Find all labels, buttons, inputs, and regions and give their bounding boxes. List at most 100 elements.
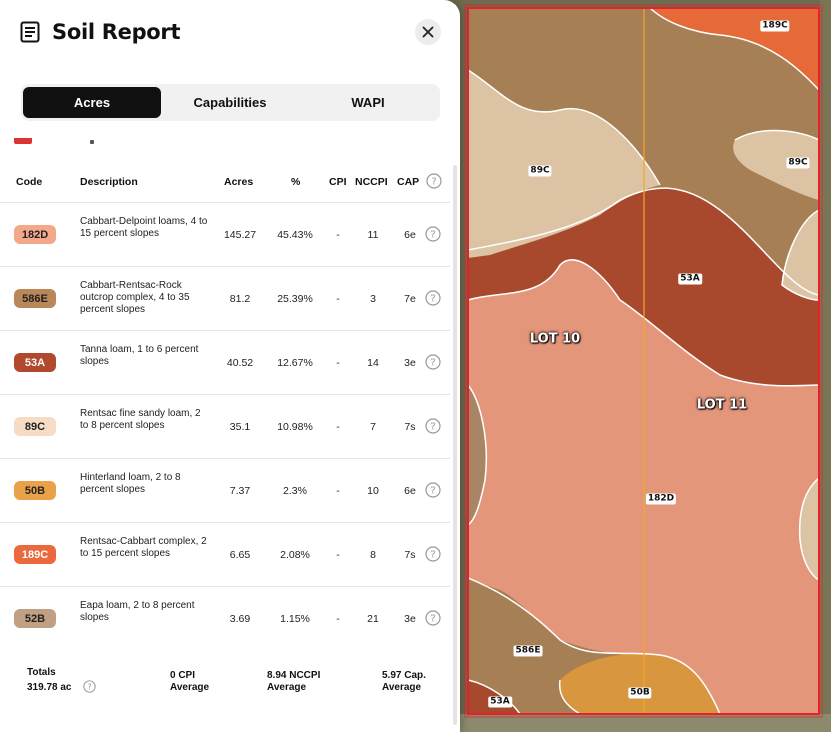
question-circle-icon[interactable]: ?: [425, 290, 441, 306]
soil-description: Cabbart-Delpoint loams, 4 to 15 percent …: [80, 216, 208, 239]
map-label-89c[interactable]: 89C: [528, 165, 552, 177]
map-label-189c[interactable]: 189C: [760, 20, 790, 32]
table-row[interactable]: 89C Rentsac fine sandy loam, 2 to 8 perce…: [0, 394, 450, 459]
percent-value: 25.39%: [277, 293, 313, 305]
close-icon: [422, 26, 434, 38]
acres-value: 40.52: [226, 357, 254, 369]
svg-text:?: ?: [430, 230, 435, 241]
totals-cpi-average: Average: [170, 682, 210, 693]
tab-acres[interactable]: Acres: [23, 87, 161, 118]
table-row[interactable]: 586E Cabbart-Rentsac-Rock outcrop complex…: [0, 266, 450, 331]
soil-89c-left: [468, 70, 660, 258]
nccpi-value: 11: [367, 229, 379, 241]
cap-value: 6e: [404, 229, 416, 241]
report-tabs: Acres Capabilities WAPI: [21, 84, 440, 121]
cpi-value: -: [336, 229, 340, 241]
soil-description: Rentsac-Cabbart complex, 2 to 15 percent…: [80, 536, 207, 559]
table-scrollbar[interactable]: [453, 165, 457, 725]
question-circle-icon[interactable]: ?: [425, 354, 441, 370]
question-circle-icon[interactable]: ?: [425, 418, 441, 434]
soil-description: Eapa loam, 2 to 8 percent slopes: [80, 600, 195, 623]
soil-89c-right: [733, 130, 819, 200]
panel-header: Soil Report: [20, 18, 181, 46]
percent-value: 10.98%: [277, 421, 313, 433]
cap-value: 3e: [404, 357, 416, 369]
col-header-cap: CAP: [397, 176, 420, 188]
question-circle-icon[interactable]: ?: [426, 173, 442, 189]
svg-text:?: ?: [87, 681, 91, 691]
map-label-53a[interactable]: 53A: [488, 696, 512, 708]
table-row[interactable]: 52B Eapa loam, 2 to 8 percent slopes 3.69 1…: [0, 586, 450, 651]
question-circle-icon[interactable]: ?: [425, 226, 441, 242]
soil-code-badge: 189C: [14, 545, 56, 564]
soil-50b: [559, 653, 720, 714]
table-row[interactable]: 53A Tanna loam, 1 to 6 percent slopes 40.5…: [0, 330, 450, 395]
soil-code-badge: 53A: [14, 353, 56, 372]
cpi-value: -: [336, 421, 340, 433]
soil-description: Hinterland loam, 2 to 8 percent slopes: [80, 472, 181, 495]
acres-value: 35.1: [229, 421, 251, 433]
svg-text:?: ?: [430, 614, 435, 625]
percent-value: 2.3%: [283, 485, 307, 497]
percent-value: 1.15%: [280, 613, 310, 625]
lot-label: LOT 10: [529, 331, 581, 347]
acres-value: 81.2: [229, 293, 251, 305]
soil-code-badge: 182D: [14, 225, 56, 244]
col-header-cpi: CPI: [329, 176, 347, 188]
soil-report-panel: Soil Report Acres Capabilities WAPI Code…: [0, 0, 460, 732]
question-circle-icon[interactable]: ?: [425, 482, 441, 498]
acres-value: 6.65: [229, 549, 251, 561]
col-header-code: Code: [16, 176, 43, 188]
percent-value: 2.08%: [280, 549, 310, 561]
nccpi-value: 14: [367, 357, 379, 369]
table-row[interactable]: 50B Hinterland loam, 2 to 8 percent slope…: [0, 458, 450, 523]
table-row[interactable]: 189C Rentsac-Cabbart complex, 2 to 15 per…: [0, 522, 450, 587]
svg-text:?: ?: [430, 422, 435, 433]
nccpi-value: 8: [370, 549, 376, 561]
nccpi-value: 10: [367, 485, 379, 497]
soil-code-badge: 89C: [14, 417, 56, 436]
nccpi-value: 7: [370, 421, 376, 433]
svg-text:?: ?: [430, 358, 435, 369]
soil-code-badge: 586E: [14, 289, 56, 308]
cap-value: 6e: [404, 485, 416, 497]
col-header-nccpi: NCCPI: [355, 176, 388, 188]
cpi-value: -: [336, 357, 340, 369]
percent-value: 12.67%: [277, 357, 313, 369]
map-label-586e[interactable]: 586E: [513, 645, 543, 657]
question-circle-icon[interactable]: ?: [425, 610, 441, 626]
question-circle-icon[interactable]: ?: [425, 546, 441, 562]
cpi-value: -: [336, 293, 340, 305]
soil-description: Tanna loam, 1 to 6 percent slopes: [80, 344, 199, 367]
map-label-89c[interactable]: 89C: [786, 157, 810, 169]
soil-description: Cabbart-Rentsac-Rock outcrop complex, 4 …: [80, 280, 190, 315]
page-title: Soil Report: [52, 20, 181, 44]
totals-nccpi-average: Average: [267, 682, 307, 693]
document-icon: [20, 21, 40, 43]
totals-cpi: 0 CPI: [170, 670, 196, 681]
soil-code-badge: 52B: [14, 609, 56, 628]
table-row[interactable]: 182D Cabbart-Delpoint loams, 4 to 15 perc…: [0, 202, 450, 267]
lot-label: LOT 11: [696, 397, 748, 413]
map-label-53a[interactable]: 53A: [678, 273, 702, 285]
totals-nccpi: 8.94 NCCPI: [267, 670, 321, 681]
question-circle-icon[interactable]: ?: [83, 680, 96, 693]
cpi-value: -: [336, 485, 340, 497]
col-header-acres: Acres: [224, 176, 254, 188]
tab-capabilities[interactable]: Capabilities: [193, 95, 267, 110]
cap-value: 7s: [404, 421, 416, 433]
legend-swatch-partial: [14, 138, 32, 144]
cap-value: 7s: [404, 549, 416, 561]
nccpi-value: 3: [370, 293, 376, 305]
cpi-value: -: [336, 549, 340, 561]
acres-value: 145.27: [223, 229, 257, 241]
map-label-50b[interactable]: 50B: [628, 687, 652, 699]
tab-wapi[interactable]: WAPI: [351, 95, 385, 110]
map-label-182d[interactable]: 182D: [645, 493, 677, 505]
totals-cap: 5.97 Cap.: [382, 670, 426, 681]
soil-code-badge: 50B: [14, 481, 56, 500]
close-button[interactable]: [415, 19, 441, 45]
soil-description: Rentsac fine sandy loam, 2 to 8 percent …: [80, 408, 201, 431]
cap-value: 7e: [404, 293, 416, 305]
svg-text:?: ?: [430, 294, 435, 305]
